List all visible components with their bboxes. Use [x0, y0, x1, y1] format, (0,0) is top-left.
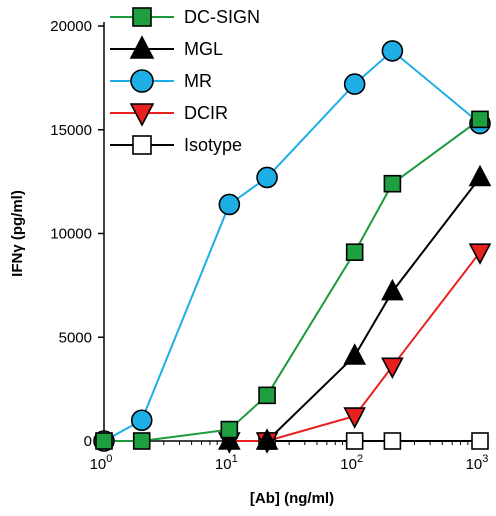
mr-line — [103, 49, 481, 442]
dcir-point — [468, 243, 492, 265]
x-axis-title: [Ab] (ng/ml) — [250, 490, 334, 507]
legend-isotype-marker — [132, 135, 152, 155]
y-axis-title: IFNγ (pg/ml) — [9, 190, 26, 277]
legend-isotype-label: Isotype — [184, 135, 242, 155]
dc-sign-point — [220, 420, 239, 439]
dc-sign-point — [345, 243, 364, 261]
legend-mr-label: MR — [184, 71, 212, 91]
y-tick-label: 5000 — [59, 329, 92, 346]
x-tick-label: 102 — [340, 453, 363, 473]
legend-mgl-marker — [129, 35, 155, 59]
isotype-point — [345, 432, 364, 450]
mgl-point — [255, 428, 279, 450]
dc-sign-point — [383, 174, 402, 193]
mgl-point — [468, 164, 492, 187]
dc-sign-point — [471, 110, 489, 129]
dc-sign-point — [258, 386, 276, 405]
mgl-point — [343, 343, 366, 365]
y-tick-label: 15000 — [50, 122, 92, 139]
dcir-point — [343, 407, 366, 429]
y-tick-label: 10000 — [50, 226, 92, 243]
mr-point — [218, 193, 241, 216]
x-tick-label: 101 — [215, 453, 238, 473]
dcir-point — [381, 357, 404, 380]
mgl-point — [218, 428, 241, 450]
mr-point — [130, 409, 153, 432]
x-tick-label: 100 — [90, 453, 113, 473]
mgl-point — [381, 278, 404, 301]
legend-dc-sign-marker — [132, 7, 152, 27]
dc-sign-point — [132, 432, 151, 450]
dc-sign-line — [104, 118, 481, 442]
y-tick-label: 20000 — [50, 18, 92, 35]
isotype-point — [471, 432, 489, 450]
mr-point — [256, 166, 278, 189]
x-tick-label: 103 — [466, 453, 489, 473]
legend-mgl-label: MGL — [184, 39, 223, 59]
y-tick-label: 0 — [84, 433, 92, 450]
mr-point — [381, 40, 404, 62]
isotype-point — [383, 432, 402, 450]
legend-dcir-marker — [129, 103, 155, 127]
dc-sign-point — [95, 432, 113, 450]
legend-mr-marker — [130, 69, 154, 93]
legend-dc-sign-label: DC-SIGN — [184, 7, 260, 27]
legend-dcir-label: DCIR — [184, 103, 228, 123]
mr-point — [343, 73, 366, 95]
